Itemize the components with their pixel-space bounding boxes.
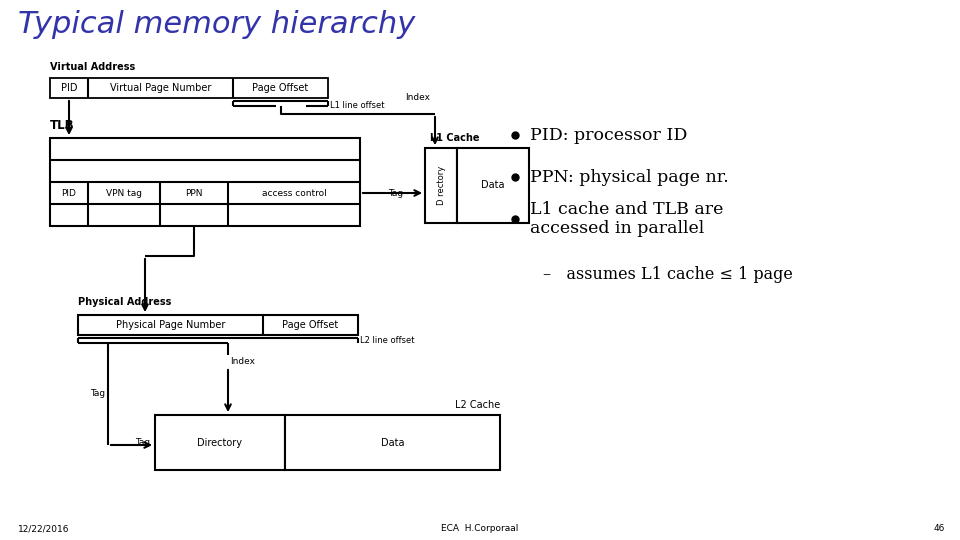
Bar	[50, 78, 328, 98]
Text: Data: Data	[481, 180, 505, 191]
Text: Tag: Tag	[134, 438, 150, 447]
Bar	[50, 138, 360, 226]
Text: Page Offset: Page Offset	[282, 320, 339, 330]
Text: Data: Data	[381, 437, 404, 448]
Text: VPN tag: VPN tag	[106, 188, 142, 198]
Text: TLB: TLB	[50, 119, 75, 132]
Text: Tag: Tag	[388, 188, 403, 198]
Text: PID: PID	[60, 83, 77, 93]
Text: Index: Index	[230, 357, 255, 366]
Text: access control: access control	[262, 188, 326, 198]
Text: Page Offset: Page Offset	[252, 83, 308, 93]
Text: PPN: PPN	[185, 188, 203, 198]
Bar	[285, 415, 500, 470]
Bar	[155, 415, 285, 470]
Text: PID: processor ID: PID: processor ID	[530, 126, 687, 144]
Text: 46: 46	[934, 524, 945, 533]
Bar	[457, 148, 529, 223]
Text: D rectory: D rectory	[437, 166, 445, 205]
Text: PID: PID	[61, 188, 77, 198]
Text: L1 Cache: L1 Cache	[430, 133, 479, 143]
Text: Physical Address: Physical Address	[78, 297, 172, 307]
Text: Tag: Tag	[90, 388, 105, 397]
Text: Index: Index	[405, 93, 430, 102]
Text: PPN: physical page nr.: PPN: physical page nr.	[530, 168, 729, 186]
Text: Typical memory hierarchy: Typical memory hierarchy	[18, 10, 416, 39]
Text: Virtual Address: Virtual Address	[50, 62, 135, 72]
Bar	[425, 148, 457, 223]
Text: L1 line offset: L1 line offset	[330, 100, 385, 110]
Text: Directory: Directory	[198, 437, 243, 448]
Text: L2 Cache: L2 Cache	[455, 400, 500, 410]
Text: L1 cache and TLB are
accessed in parallel: L1 cache and TLB are accessed in paralle…	[530, 201, 724, 237]
Text: L2 line offset: L2 line offset	[360, 336, 415, 345]
Text: Virtual Page Number: Virtual Page Number	[109, 83, 211, 93]
Bar	[78, 315, 358, 335]
Text: ECA  H.Corporaal: ECA H.Corporaal	[442, 524, 518, 533]
Text: 12/22/2016: 12/22/2016	[18, 524, 69, 533]
Text: –   assumes L1 cache ≤ 1 page: – assumes L1 cache ≤ 1 page	[543, 266, 793, 283]
Text: Physical Page Number: Physical Page Number	[116, 320, 226, 330]
